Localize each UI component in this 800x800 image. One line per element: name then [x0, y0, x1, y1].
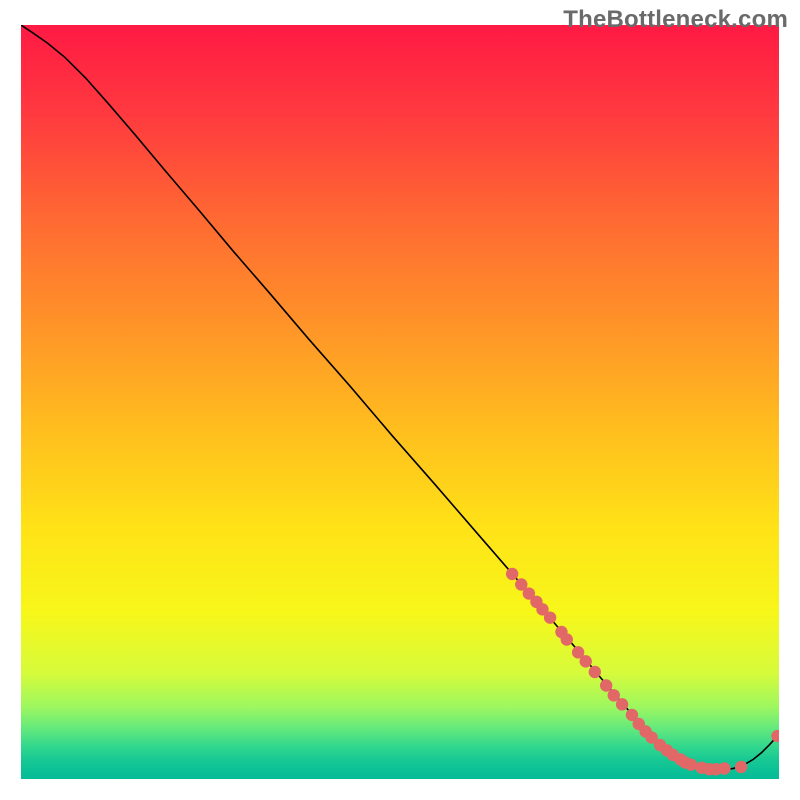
data-point [589, 666, 601, 678]
data-point [506, 568, 518, 580]
data-point [544, 611, 556, 623]
data-point [561, 633, 573, 645]
data-point [600, 679, 612, 691]
bottleneck-chart [0, 0, 800, 800]
data-point [580, 655, 592, 667]
data-point [771, 730, 783, 742]
gradient-background [21, 25, 779, 779]
data-point [718, 762, 730, 774]
data-point [685, 758, 697, 770]
watermark-text: TheBottleneck.com [563, 6, 788, 34]
data-point [616, 698, 628, 710]
data-point [735, 761, 747, 773]
